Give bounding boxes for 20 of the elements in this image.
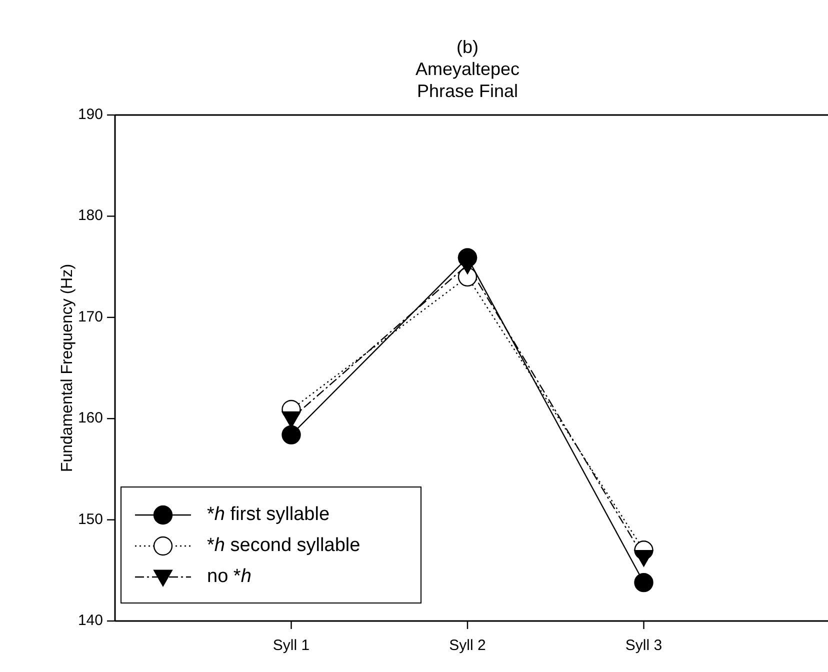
point xyxy=(282,425,301,444)
x-tick-label: Syll 3 xyxy=(625,636,662,654)
y-tick-label: 150 xyxy=(78,510,103,528)
x-tick-label: Syll 1 xyxy=(272,636,310,654)
point xyxy=(634,550,654,567)
x-tick-label: Syll 2 xyxy=(449,636,486,654)
point xyxy=(634,572,654,592)
y-axis-title: Fundamental Frequency (Hz) xyxy=(59,264,76,472)
point xyxy=(458,258,477,274)
y-tick-label: 160 xyxy=(78,410,103,427)
chart-title: (b) xyxy=(456,36,478,57)
y-tick-label: 140 xyxy=(78,612,103,629)
y-tick-label: 190 xyxy=(78,106,103,123)
y-tick-label: 180 xyxy=(78,207,103,224)
legend-label: *h second syllable xyxy=(207,535,360,556)
point xyxy=(458,267,478,287)
chart-subtitle: Ameyaltepec Phrase Final xyxy=(415,58,520,101)
legend-label: *h first syllable xyxy=(207,504,330,526)
legend-label: no *h xyxy=(207,566,252,588)
y-tick-label: 170 xyxy=(78,308,103,326)
